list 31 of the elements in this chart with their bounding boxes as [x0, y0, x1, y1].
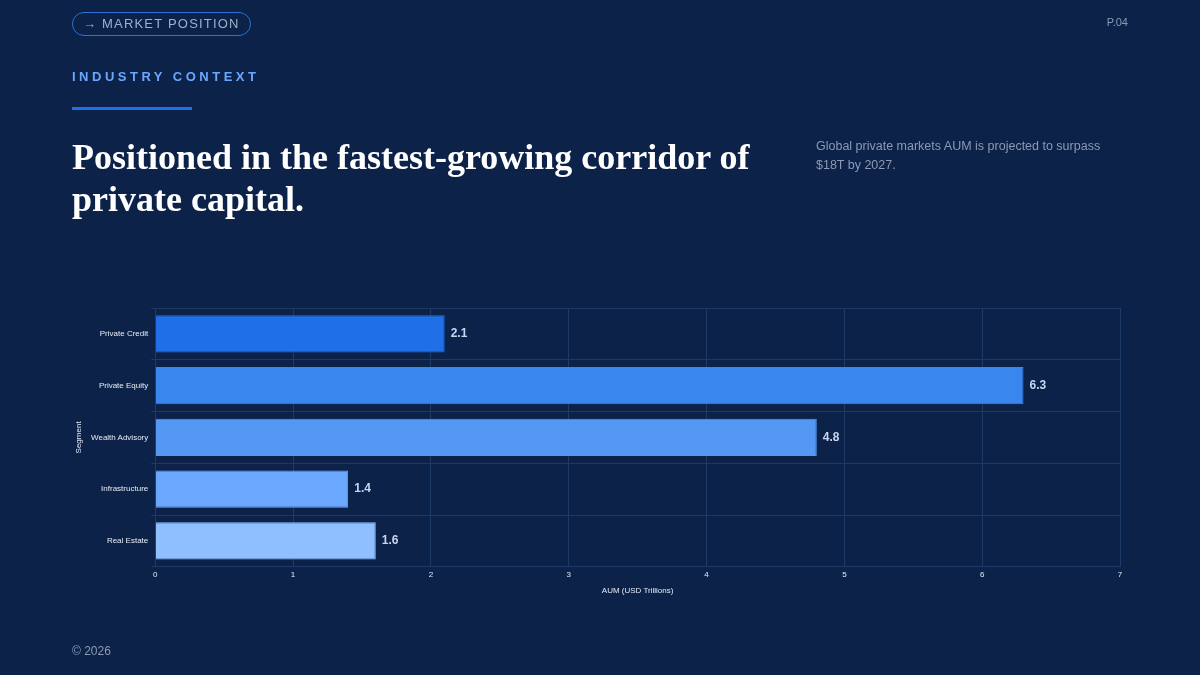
chart-subtitle: INDUSTRY CONTEXT [72, 69, 260, 84]
text: Global private markets AUM is projected to surpass $18T by 2027. [816, 138, 1102, 174]
text: P.04 [1106, 16, 1128, 28]
x-tick-label: 3 [566, 569, 572, 579]
y-tick-label: Infrastructure [101, 484, 149, 494]
bar [155, 522, 376, 560]
y-tick-label: Private Equity [98, 380, 149, 390]
chart-title: Positioned in the fastest-growing corridor of private capital. [72, 136, 751, 220]
x-tick-label: 2 [428, 569, 434, 579]
y-tick-label: Private Credit [99, 329, 150, 339]
data-label: 2.1 [450, 326, 468, 341]
y-axis-title: Segment [74, 420, 83, 454]
bar [155, 367, 1024, 405]
bar [155, 418, 817, 457]
data-label: 6.3 [1029, 377, 1047, 392]
x-tick-label: 7 [1117, 569, 1123, 579]
data-label: 4.8 [822, 429, 840, 444]
bar [155, 315, 445, 353]
text: © 2026 [72, 644, 111, 658]
x-tick-label: 4 [704, 569, 710, 579]
x-tick-label: 6 [979, 569, 985, 579]
text: → MARKET POSITION [72, 12, 251, 36]
x-axis-title: AUM (USD Trillions) [601, 586, 674, 596]
y-tick-label: Real Estate [106, 536, 149, 546]
x-tick-label: 0 [153, 569, 159, 579]
data-label: 1.4 [354, 481, 372, 496]
x-tick-label: 5 [842, 569, 848, 579]
bar [155, 470, 349, 508]
x-tick-label: 1 [290, 569, 296, 579]
y-tick-label: Wealth Advisory [91, 432, 149, 442]
data-label: 1.6 [381, 533, 399, 548]
